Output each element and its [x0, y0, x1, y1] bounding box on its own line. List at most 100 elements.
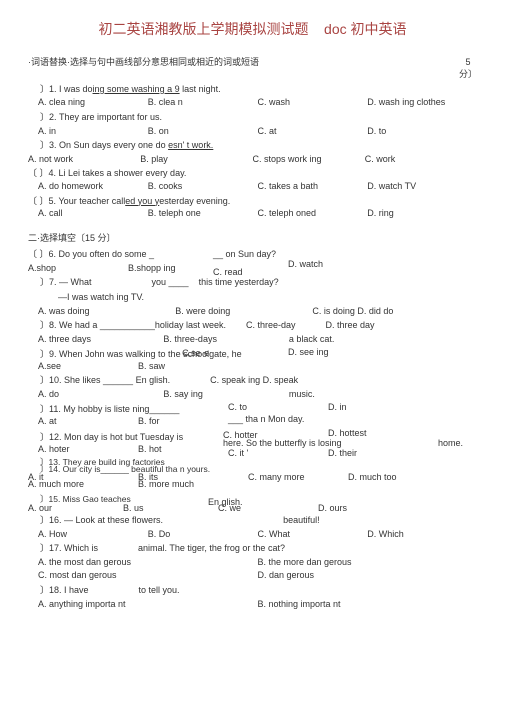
q17: 〕17. Which is animal. The tiger, the fro… [40, 542, 477, 555]
q7: 〕7. — What you ____ this time yesterday? [40, 276, 477, 289]
q3-d: C. work [365, 153, 477, 166]
q14-stem: 〕14. Our city is______ beautiful tha n y… [40, 464, 210, 476]
q8: 〕8. We had a ___________holiday last wee… [40, 319, 477, 332]
q10-stem: 〕10. She likes ______ En glish. [40, 374, 170, 387]
q16-b: beautiful! [283, 514, 320, 527]
q4-a: A. do homework [38, 180, 148, 193]
q15-c: C. we [218, 502, 241, 515]
q6-a: A.shop [28, 262, 56, 275]
q5: 〔 〕5. Your teacher called you yesterday … [28, 195, 477, 208]
q2-d: D. to [367, 125, 477, 138]
q7-d: —I was watch ing TV. [58, 291, 477, 304]
q4-c: C. takes a bath [258, 180, 368, 193]
q7-oc: C. is doing D. did do [312, 305, 477, 318]
q8-b: B. three-days [163, 333, 288, 346]
q14-c: C. many more [248, 471, 305, 484]
q9-tail: a black cat. [289, 333, 477, 346]
q16-a: A. How [38, 528, 148, 541]
q1-d: D. wash ing clothes [367, 96, 477, 109]
q12-home: home. [438, 437, 463, 450]
q8-stem: 〕8. We had a ___________holiday last wee… [40, 319, 226, 332]
q11-d: D. in [328, 401, 347, 414]
q16-stem: 〕16. — Look at these flowers. [40, 514, 163, 527]
q15-b: B. us [123, 502, 144, 515]
q6-c: C. read [213, 266, 243, 279]
q10: 〕10. She likes ______ En glish. C. speak… [40, 374, 477, 387]
q8-d: D. three day [326, 319, 375, 332]
q17-b: animal. The tiger, the frog or the cat? [138, 542, 285, 555]
q5-opts: A. call B. teleph one C. teleph oned D. … [38, 207, 477, 220]
q16: 〕16. — Look at these flowers. beautiful! [40, 514, 477, 527]
q15-block: 〕15. Miss Gao teaches En glish. A. our B… [28, 492, 477, 512]
q7-b: you ____ [152, 276, 189, 289]
q4: 〔 〕4. Li Lei takes a shower every day. [28, 167, 477, 180]
q18-stem: 〕18. I have [40, 584, 89, 597]
q1-c: C. wash [258, 96, 368, 109]
q10-opts: A. do B. say ing music. [38, 388, 477, 401]
q13-b: B. its [138, 471, 158, 484]
q8-c: C. three-day [246, 319, 296, 332]
q17-opts1: A. the most dan gerous B. the more dan g… [38, 556, 477, 569]
q7-ob: B. were doing [175, 305, 312, 318]
q1-opts: A. clea ning B. clea n C. wash D. wash i… [38, 96, 477, 109]
q3: 〕3. On Sun days every one do esn' t work… [40, 139, 477, 152]
q10-b: B. say ing [163, 388, 288, 401]
q16-d: D. Which [367, 528, 477, 541]
q4-opts: A. do homework B. cooks C. takes a bath … [38, 180, 477, 193]
q2-opts: A. in B. on C. at D. to [38, 125, 477, 138]
q1-a: A. clea ning [38, 96, 148, 109]
q3-a: A. not work [28, 153, 140, 166]
q11-c: C. to [228, 401, 247, 414]
q4-d: D. watch TV [367, 180, 477, 193]
q1: 〕1. I was doing some washing a 9 last ni… [40, 83, 477, 96]
q16-c: C. What [258, 528, 368, 541]
q4-b: B. cooks [148, 180, 258, 193]
q6-block: 〔 〕6. Do you often do some _ __ on Sun d… [28, 248, 477, 274]
q11-a: A. at [38, 415, 57, 428]
q9-a: A.see [38, 360, 61, 373]
q5-b: B. teleph one [148, 207, 258, 220]
q14-d: D. much too [348, 471, 397, 484]
q9-block: 〕9. When John was walking to the schoolC… [28, 346, 477, 372]
q18: 〕18. I have to tell you. [40, 584, 477, 597]
q2: 〕2. They are important for us. [40, 111, 477, 124]
q18-a: A. anything importa nt [38, 598, 258, 611]
q13-a: A. it [28, 471, 44, 484]
q9-d: D. see ing [288, 346, 329, 359]
q12-stem: 〕12. Mon day is hot but Tuesday is [40, 431, 183, 444]
q11-block: 〕11. My hobby is liste ning______ C. to … [28, 401, 477, 429]
q11-b: B. for [138, 415, 160, 428]
q6-stem-b: __ on Sun day? [213, 248, 276, 261]
q6-stem-a: 〔 〕6. Do you often do some _ [28, 248, 154, 261]
title-right: doc 初中英语 [324, 21, 406, 37]
q7-opts: A. was doing B. were doing C. is doing D… [38, 305, 477, 318]
q3-c: C. stops work ing [253, 153, 365, 166]
q15-d: D. ours [318, 502, 347, 515]
q12-b: B. hot [138, 443, 162, 456]
q8-opts: A. three days B. three-days a black cat. [38, 333, 477, 346]
q17-a: A. the most dan gerous [38, 556, 258, 569]
q9-b: B. saw [138, 360, 165, 373]
q8-a: A. three days [38, 333, 163, 346]
q9-stem: 〕9. When John was walking to the schoolC… [40, 348, 242, 361]
q1-b: B. clea n [148, 96, 258, 109]
q5-a: A. call [38, 207, 148, 220]
q10-c: C. speak ing D. speak [210, 374, 298, 387]
q2-a: A. in [38, 125, 148, 138]
score-fen: 分〕 [459, 69, 477, 79]
q7-oa: A. was doing [38, 305, 175, 318]
q17-c: C. most dan gerous [38, 569, 258, 582]
q11-than: ___ tha n Mon day. [228, 413, 304, 426]
q15-stem: 〕15. Miss Gao teaches [40, 494, 131, 506]
page-title: 初二英语湘教版上学期模拟测试题 doc 初中英语 [28, 20, 477, 40]
section1-row: ·词语替换·选择与句中画线部分意思相同或相近的词或短语 5 分〕 [28, 50, 477, 81]
q5-d: D. ring [367, 207, 477, 220]
score-5: 5 [465, 57, 470, 67]
q14-a: A. much more [28, 478, 138, 491]
section1-label: ·词语替换·选择与句中画线部分意思相同或相近的词或短语 [28, 56, 259, 69]
q17-stem: 〕17. Which is [40, 542, 98, 555]
section2-label: 二·选择填空〔15 分〕 [28, 232, 477, 245]
q7-a: 〕7. — What [40, 276, 92, 289]
q17-d: D. dan gerous [258, 569, 478, 582]
q18-b2: B. nothing importa nt [258, 598, 478, 611]
